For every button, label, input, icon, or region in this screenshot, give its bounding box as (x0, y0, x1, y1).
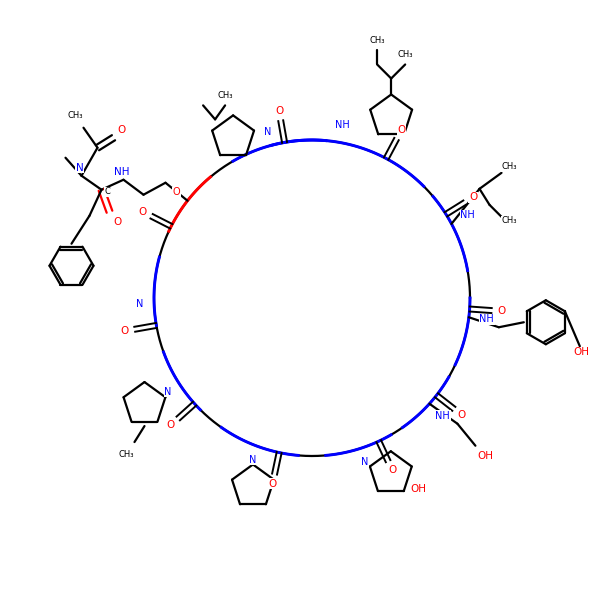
Text: OH: OH (411, 484, 427, 494)
Text: N: N (76, 163, 83, 173)
Text: O: O (121, 326, 129, 336)
Text: OH: OH (574, 347, 590, 357)
Text: C: C (104, 187, 110, 196)
Text: O: O (139, 207, 147, 217)
Text: O: O (173, 187, 180, 197)
Text: O: O (268, 479, 277, 489)
Text: NH: NH (479, 314, 494, 325)
Text: NH: NH (114, 167, 129, 177)
Text: O: O (469, 193, 477, 202)
Text: O: O (118, 125, 125, 135)
Text: O: O (397, 125, 406, 135)
Text: N: N (361, 457, 369, 467)
Text: CH₃: CH₃ (68, 111, 83, 120)
Text: O: O (113, 217, 122, 227)
Text: N: N (250, 455, 257, 464)
Text: NH: NH (460, 211, 475, 220)
Text: N: N (264, 127, 271, 137)
Text: CH₃: CH₃ (217, 91, 233, 100)
Text: CH₃: CH₃ (370, 36, 385, 45)
Text: NH: NH (335, 119, 350, 130)
Text: CH₃: CH₃ (119, 449, 134, 458)
Text: O: O (497, 306, 506, 316)
Text: O: O (167, 420, 175, 430)
Text: O: O (388, 465, 397, 475)
Text: NH: NH (436, 411, 450, 421)
Text: O: O (275, 106, 283, 116)
Text: CH₃: CH₃ (502, 163, 517, 172)
Text: N: N (136, 299, 144, 309)
Text: CH₃: CH₃ (397, 50, 413, 59)
Text: CH₃: CH₃ (502, 217, 517, 226)
Text: OH: OH (478, 451, 493, 461)
Text: O: O (458, 410, 466, 420)
Text: N: N (164, 386, 172, 397)
